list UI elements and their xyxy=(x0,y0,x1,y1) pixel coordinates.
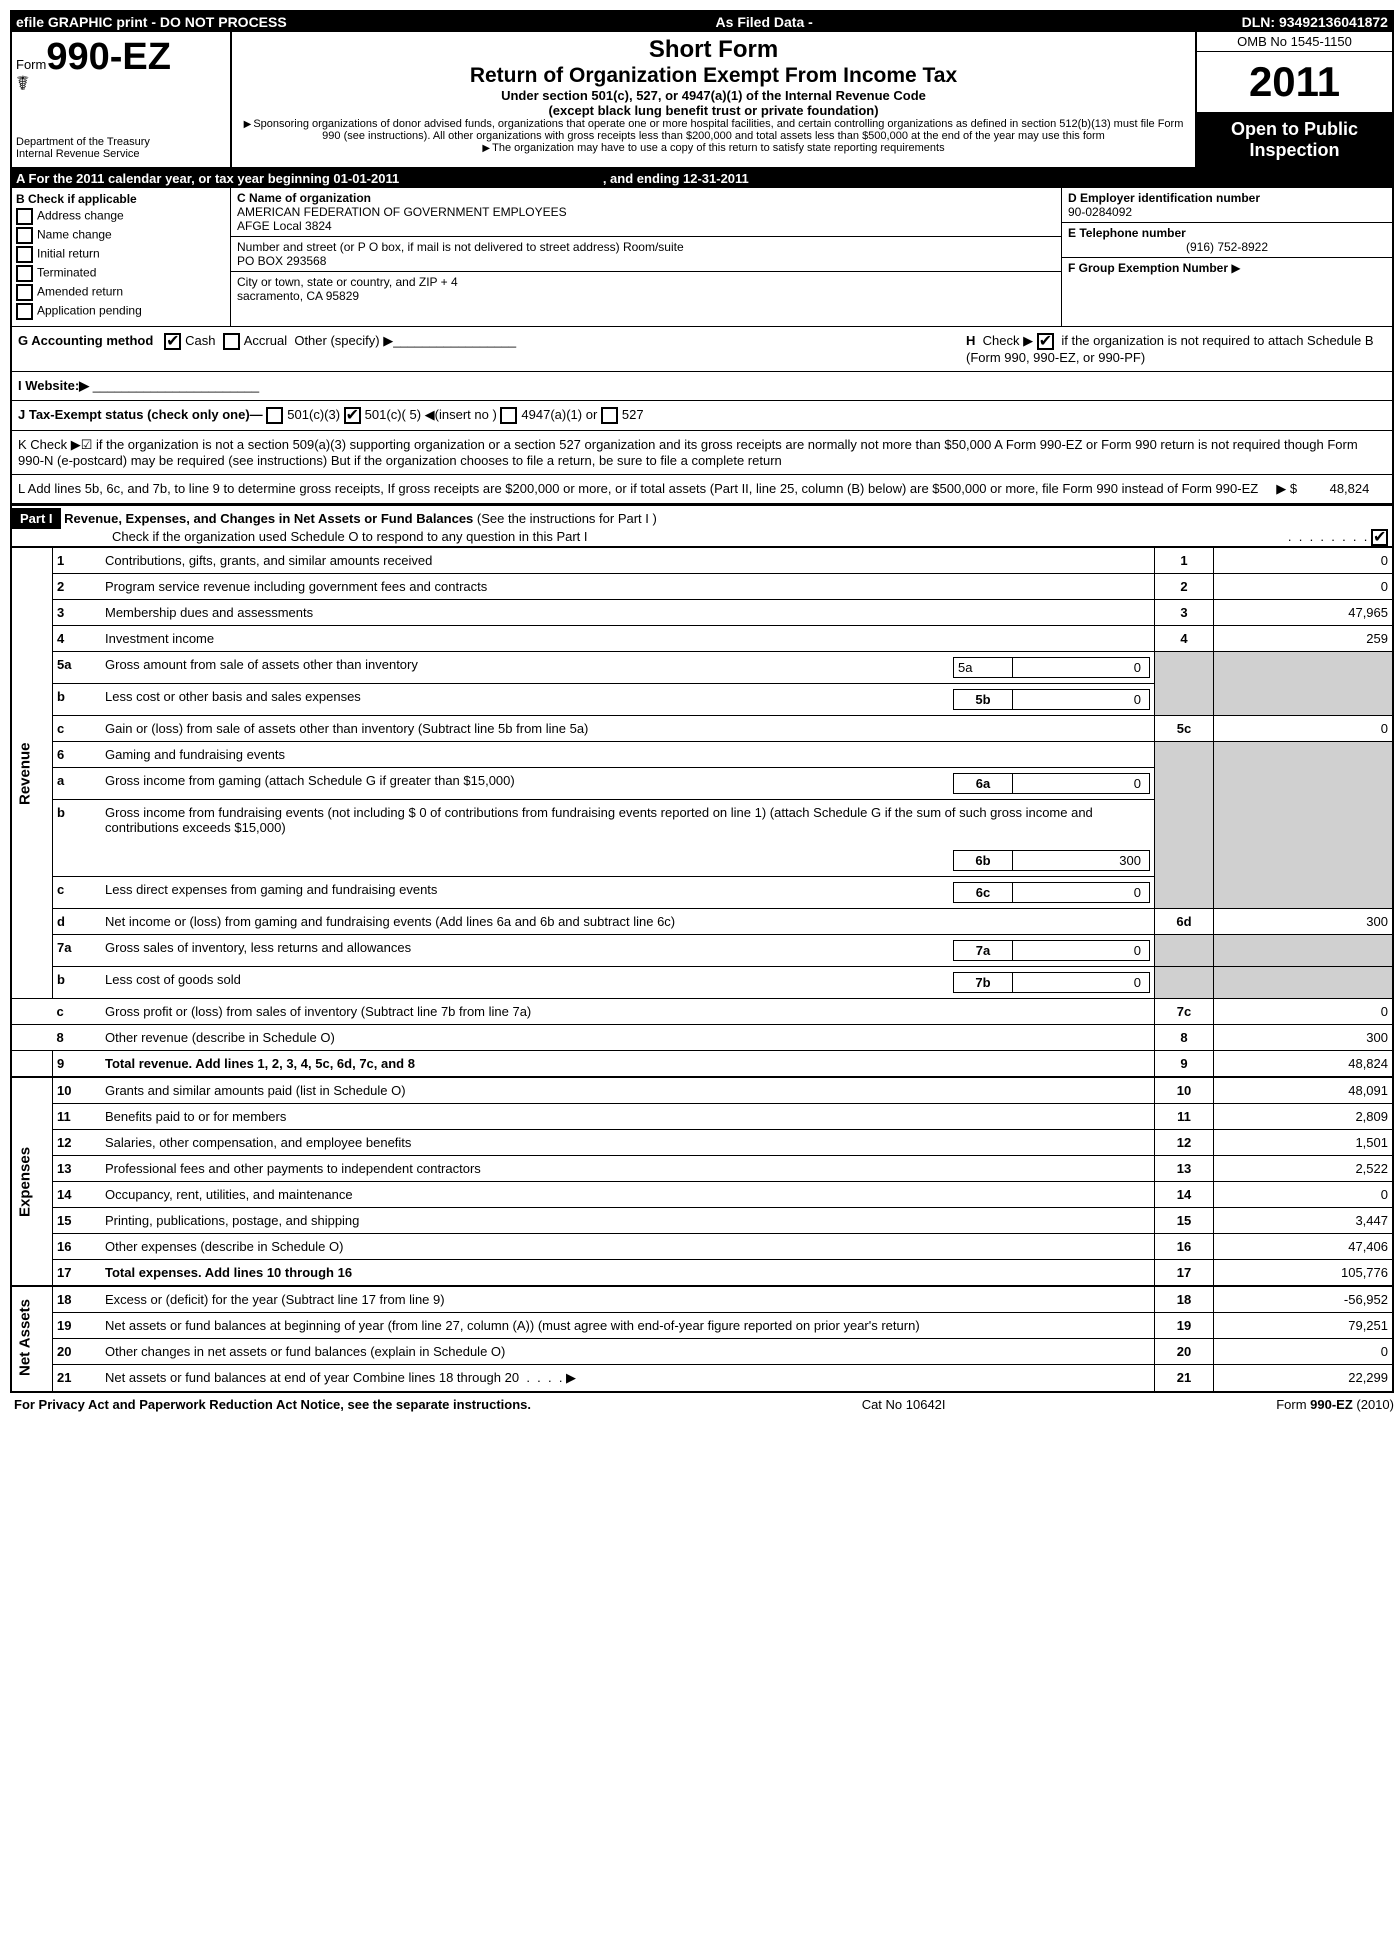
part-1-label: Part I xyxy=(12,508,61,529)
cb-amended-return[interactable]: Amended return xyxy=(16,284,226,301)
cb-4947[interactable] xyxy=(500,407,517,424)
section-j: J Tax-Exempt status (check only one)— 50… xyxy=(12,401,1392,431)
section-c: C Name of organization AMERICAN FEDERATI… xyxy=(231,188,1062,326)
cb-application-pending[interactable]: Application pending xyxy=(16,303,226,320)
city-label: City or town, state or country, and ZIP … xyxy=(237,275,1055,289)
omb-number: OMB No 1545-1150 xyxy=(1197,32,1392,52)
header-row: Form990-EZ ☤ Department of the Treasury … xyxy=(12,32,1392,169)
cb-cash[interactable] xyxy=(164,333,181,350)
cb-address-change[interactable]: Address change xyxy=(16,208,226,225)
header-center: Short Form Return of Organization Exempt… xyxy=(232,32,1197,167)
org-name-2: AFGE Local 3824 xyxy=(237,219,1055,233)
cb-part1-scho[interactable] xyxy=(1371,529,1388,546)
footer-left: For Privacy Act and Paperwork Reduction … xyxy=(14,1397,531,1412)
section-def: D Employer identification number 90-0284… xyxy=(1062,188,1392,326)
cb-501c3[interactable] xyxy=(266,407,283,424)
cb-initial-return[interactable]: Initial return xyxy=(16,246,226,263)
open-public: Open to Public Inspection xyxy=(1197,113,1392,167)
org-name-1: AMERICAN FEDERATION OF GOVERNMENT EMPLOY… xyxy=(237,205,1055,219)
section-i: I Website:▶ _______________________ xyxy=(12,372,1392,401)
section-g: G Accounting method Cash Accrual Other (… xyxy=(18,333,516,365)
side-net-assets: Net Assets xyxy=(12,1286,53,1391)
cb-schedule-b[interactable] xyxy=(1037,333,1054,350)
topbar-right: DLN: 93492136041872 xyxy=(1242,14,1388,30)
section-h: H Check ▶ if the organization is not req… xyxy=(966,333,1386,365)
tax-year: 2011 xyxy=(1197,52,1392,113)
form-container: efile GRAPHIC print - DO NOT PROCESS As … xyxy=(10,10,1394,1393)
topbar-center: As Filed Data - xyxy=(716,14,813,30)
form-prefix: Form xyxy=(16,57,46,72)
note2: The organization may have to use a copy … xyxy=(236,142,1191,154)
section-b-label: B Check if applicable xyxy=(16,192,226,206)
cb-501c5[interactable] xyxy=(344,407,361,424)
phone-value: (916) 752-8922 xyxy=(1068,240,1386,254)
subtitle2: (except black lung benefit trust or priv… xyxy=(236,103,1191,118)
top-bar: efile GRAPHIC print - DO NOT PROCESS As … xyxy=(12,12,1392,32)
dept1: Department of the Treasury xyxy=(16,136,226,148)
part-1-header: Part I Revenue, Expenses, and Changes in… xyxy=(12,504,1392,547)
cb-terminated[interactable]: Terminated xyxy=(16,265,226,282)
street-label: Number and street (or P O box, if mail i… xyxy=(237,240,1055,254)
footer: For Privacy Act and Paperwork Reduction … xyxy=(10,1393,1398,1416)
side-expenses: Expenses xyxy=(12,1077,53,1286)
section-gh: G Accounting method Cash Accrual Other (… xyxy=(12,327,1392,372)
cb-527[interactable] xyxy=(601,407,618,424)
d-label: D Employer identification number xyxy=(1068,191,1386,205)
form-number: 990-EZ xyxy=(46,36,171,78)
e-label: E Telephone number xyxy=(1068,226,1386,240)
footer-center: Cat No 10642I xyxy=(862,1397,946,1412)
city-value: sacramento, CA 95829 xyxy=(237,289,1055,303)
header-right: OMB No 1545-1150 2011 Open to Public Ins… xyxy=(1197,32,1392,167)
section-bcd: B Check if applicable Address change Nam… xyxy=(12,188,1392,327)
topbar-left: efile GRAPHIC print - DO NOT PROCESS xyxy=(16,14,287,30)
note1: Sponsoring organizations of donor advise… xyxy=(236,118,1191,142)
main-title: Return of Organization Exempt From Incom… xyxy=(236,64,1191,88)
c-name-label: C Name of organization xyxy=(237,191,1055,205)
main-table: Revenue 1 Contributions, gifts, grants, … xyxy=(12,547,1392,1391)
dept2: Internal Revenue Service xyxy=(16,148,226,160)
street-value: PO BOX 293568 xyxy=(237,254,1055,268)
ein-value: 90-0284092 xyxy=(1068,205,1386,219)
section-k: K Check ▶☑ if the organization is not a … xyxy=(12,431,1392,475)
header-left: Form990-EZ ☤ Department of the Treasury … xyxy=(12,32,232,167)
cb-name-change[interactable]: Name change xyxy=(16,227,226,244)
side-revenue: Revenue xyxy=(12,548,53,999)
f-label: F Group Exemption Number xyxy=(1068,261,1228,275)
subtitle: Under section 501(c), 527, or 4947(a)(1)… xyxy=(236,88,1191,103)
cb-accrual[interactable] xyxy=(223,333,240,350)
footer-right: Form 990-EZ (2010) xyxy=(1276,1397,1394,1412)
short-form-title: Short Form xyxy=(236,36,1191,64)
section-b: B Check if applicable Address change Nam… xyxy=(12,188,231,326)
section-a: A For the 2011 calendar year, or tax yea… xyxy=(12,169,1392,188)
section-l: L Add lines 5b, 6c, and 7b, to line 9 to… xyxy=(12,475,1392,504)
